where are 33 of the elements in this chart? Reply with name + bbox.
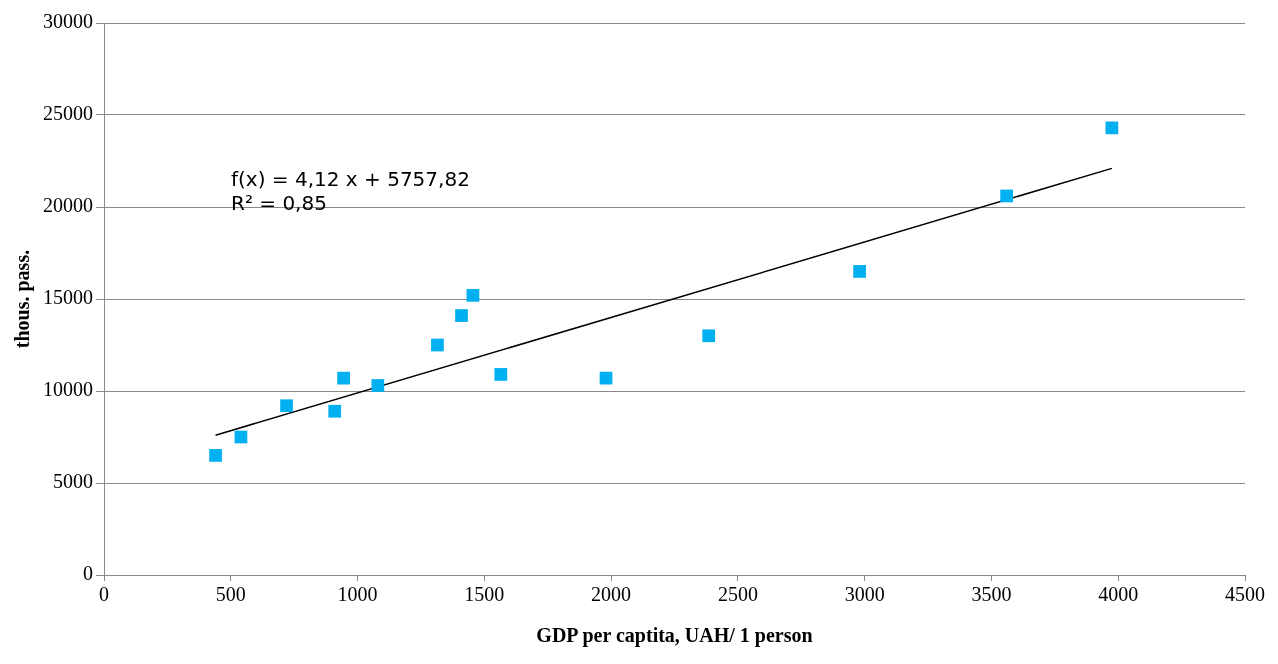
- annotation: R² = 0,85: [231, 191, 327, 216]
- y-tick-label: 5000: [53, 470, 93, 493]
- point: [328, 404, 342, 418]
- x-axis-title: GDP per captita, UAH/ 1 person: [536, 624, 813, 648]
- x-tick-label: 2500: [717, 583, 758, 606]
- point: [209, 449, 222, 462]
- point: [280, 399, 293, 413]
- y-tick-label: 25000: [43, 102, 93, 125]
- point: [371, 379, 385, 392]
- x-tick-label: 1500: [464, 583, 505, 606]
- x-tick-label: 4500: [1225, 583, 1265, 606]
- x-tick-label: 1000: [337, 583, 378, 606]
- y-tick-label: 10000: [43, 378, 93, 401]
- x-tick-label: 4000: [1098, 583, 1139, 606]
- y-tick-label: 15000: [43, 286, 93, 309]
- point: [337, 371, 350, 385]
- point: [455, 309, 468, 322]
- point: [494, 368, 508, 381]
- point: [1000, 189, 1014, 203]
- point: [431, 338, 444, 352]
- y-tick-label: 0: [83, 562, 93, 585]
- y-axis-title: thous. pass.: [11, 249, 35, 349]
- x-tick-label: 3500: [971, 583, 1012, 606]
- x-tick-label: 3000: [844, 583, 885, 606]
- x-tick-label: 2000: [591, 583, 632, 606]
- point: [853, 265, 866, 278]
- annotation: f(x) = 4,12 x + 5757,82: [231, 167, 470, 192]
- x-tick-label: 0: [99, 583, 109, 606]
- x-tick-label: 500: [215, 583, 246, 606]
- point: [702, 329, 716, 343]
- y-tick-label: 20000: [43, 194, 93, 217]
- y-tick-label: 30000: [43, 10, 93, 33]
- point: [466, 288, 480, 302]
